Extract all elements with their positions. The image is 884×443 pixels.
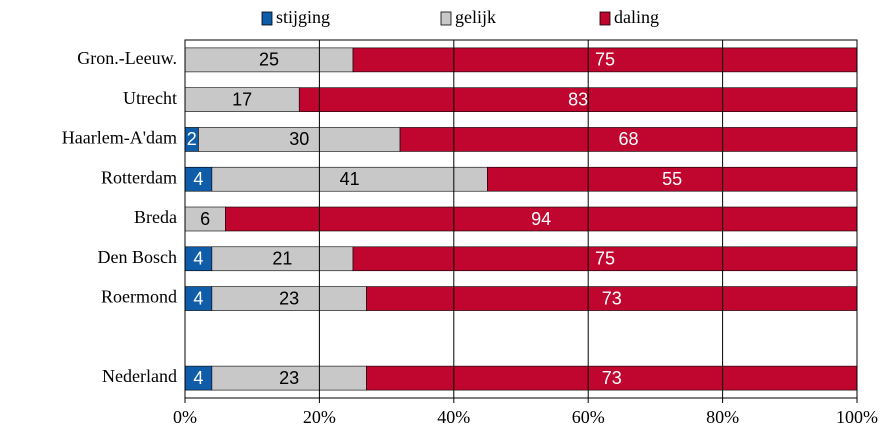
data-label: 23 <box>279 288 299 308</box>
bar-segment <box>352 246 858 272</box>
bar-segment <box>211 286 367 311</box>
plot-border <box>184 39 858 399</box>
bar-segment <box>366 365 858 391</box>
data-label: 83 <box>568 89 588 109</box>
data-label: 41 <box>340 169 360 189</box>
bar-segment <box>184 87 300 112</box>
bar-segment <box>184 246 213 272</box>
data-label: 55 <box>662 169 682 189</box>
data-label: 2 <box>187 129 197 149</box>
legend-swatch <box>440 11 452 26</box>
x-tick-label: 60% <box>572 407 605 427</box>
bar-segment <box>487 166 858 192</box>
y-tick-label: Roermond <box>101 287 177 307</box>
y-tick-label: Gron.-Leeuw. <box>77 48 177 68</box>
bar-segment <box>198 127 401 152</box>
x-tick-label: 100% <box>836 407 878 427</box>
y-tick-label: Den Bosch <box>98 247 178 267</box>
data-label: 23 <box>279 368 299 388</box>
data-label: 75 <box>595 50 615 70</box>
data-label: 4 <box>193 169 203 189</box>
data-label: 17 <box>232 89 252 109</box>
data-label: 4 <box>193 288 203 308</box>
legend-label: daling <box>614 7 659 27</box>
data-label: 6 <box>200 209 210 229</box>
data-label: 73 <box>602 368 622 388</box>
x-tick-label: 0% <box>173 407 197 427</box>
bar-segment <box>399 127 858 152</box>
bar-segment <box>366 286 858 311</box>
data-label: 30 <box>289 129 309 149</box>
bar-segment <box>184 286 213 311</box>
legend-label: stijging <box>276 7 330 27</box>
legend-label: gelijk <box>455 7 496 27</box>
bar-segment <box>211 365 367 391</box>
bar-segment <box>352 47 858 73</box>
data-label: 94 <box>531 209 551 229</box>
data-label: 4 <box>193 368 203 388</box>
data-label: 68 <box>619 129 639 149</box>
x-tick-label: 20% <box>303 407 336 427</box>
data-label: 21 <box>272 249 292 269</box>
data-label: 73 <box>602 288 622 308</box>
y-tick-label: Utrecht <box>123 88 177 108</box>
data-label: 4 <box>193 249 203 269</box>
bar-segment <box>211 166 488 192</box>
bar-segment <box>184 365 213 391</box>
bar-segment <box>298 87 858 112</box>
legend-swatch <box>599 11 611 26</box>
data-label: 75 <box>595 249 615 269</box>
legend-swatch <box>261 11 273 26</box>
bar-segment <box>184 47 354 73</box>
bar-segment <box>225 206 858 232</box>
y-tick-label: Haarlem-A'dam <box>62 128 177 148</box>
x-tick-label: 80% <box>706 407 739 427</box>
bar-segment <box>211 246 354 272</box>
x-tick-label: 40% <box>437 407 470 427</box>
y-tick-label: Rotterdam <box>101 167 177 187</box>
y-tick-label: Breda <box>134 207 177 227</box>
y-tick-label: Nederland <box>102 366 177 386</box>
data-label: 25 <box>259 50 279 70</box>
